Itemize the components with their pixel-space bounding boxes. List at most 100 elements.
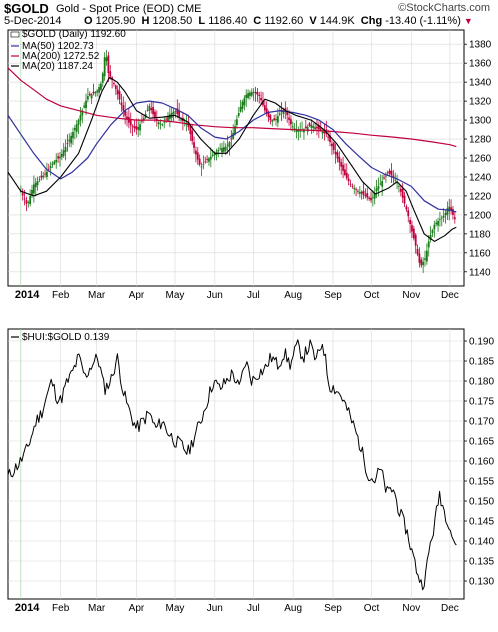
y-tick-label: 1320 — [469, 97, 492, 108]
candle-body — [349, 183, 352, 185]
candle-body — [81, 110, 84, 116]
candle-body — [250, 92, 253, 96]
open-label: O — [84, 15, 93, 27]
candle-body — [57, 156, 59, 159]
candle-body — [243, 98, 246, 106]
candle-body — [34, 182, 37, 188]
candle-body — [230, 138, 233, 140]
candle-body — [358, 192, 361, 194]
candle-body — [442, 215, 445, 218]
candle-body — [290, 119, 292, 125]
candle-body — [200, 166, 203, 168]
candle-body — [85, 100, 87, 109]
candle-body — [429, 235, 432, 241]
candle-body — [345, 172, 348, 179]
y-tick-label: 1140 — [469, 267, 491, 278]
candle-body — [355, 189, 358, 190]
candle-body — [450, 207, 452, 211]
candle-body — [180, 119, 182, 121]
candle-body — [286, 111, 289, 116]
candle-body — [46, 171, 48, 177]
symbol-title: $GOLD — [4, 1, 49, 16]
candle-body — [344, 169, 346, 175]
candle-body — [249, 92, 251, 96]
candle-body — [172, 111, 175, 115]
candle-body — [252, 91, 255, 93]
candle-body — [129, 118, 132, 126]
candle-body — [330, 143, 333, 147]
candle-body — [219, 148, 222, 150]
x-tick-label: Mar — [88, 290, 106, 301]
candle-body — [135, 126, 138, 130]
y-tick-label: 0.170 — [469, 417, 494, 428]
candle-body — [221, 147, 223, 153]
x-tick-label: Jul — [247, 603, 260, 614]
candle-body — [284, 108, 287, 111]
candle-body — [297, 129, 300, 132]
candle-body — [241, 101, 244, 109]
candle-body — [159, 123, 162, 125]
candle-body — [288, 117, 290, 120]
candle-body — [77, 120, 80, 125]
change-value: -13.40 (-1.11%) — [385, 15, 461, 27]
candle-body — [394, 179, 397, 181]
y-tick-label: 1280 — [469, 135, 492, 146]
candle-body — [195, 150, 197, 155]
price-x-axis: 2014 Feb Mar Apr May Jun Jul Aug Sep Oct Nov Dec — [15, 289, 459, 301]
x-tick-label: Sep — [324, 603, 342, 614]
candle-body — [113, 83, 115, 84]
candle-body — [29, 196, 32, 205]
candle-body — [312, 126, 315, 128]
candle-body — [452, 209, 454, 215]
candle-body — [265, 108, 268, 114]
candle-body — [196, 152, 199, 160]
candle-body — [49, 166, 52, 169]
candle-body — [36, 181, 39, 186]
ratio-panel-frame — [7, 328, 465, 600]
ratio-x-axis: 2014 Feb Mar Apr May Jun Jul Aug Sep Oct Nov Dec — [15, 602, 459, 614]
down-arrow-icon: ▼ — [463, 16, 473, 26]
candle-body — [32, 184, 35, 194]
candle-body — [332, 142, 335, 151]
high-label: H — [141, 15, 150, 27]
candle-body — [435, 222, 438, 225]
candle-body — [366, 193, 369, 198]
candle-body — [304, 126, 307, 129]
candle-body — [109, 71, 112, 77]
x-tick-label: Aug — [284, 290, 302, 301]
candle-body — [299, 129, 302, 132]
ma200-line — [7, 67, 457, 148]
candle-body — [278, 113, 281, 115]
candle-body — [398, 185, 400, 187]
open-value: 1205.90 — [95, 15, 136, 27]
candle-body — [191, 130, 194, 141]
candle-body — [211, 155, 214, 156]
candle-body — [55, 159, 58, 163]
candle-body — [267, 112, 270, 118]
candle-body — [269, 115, 272, 121]
candle-body — [418, 253, 421, 263]
candle-body — [416, 248, 419, 255]
candle-body — [453, 217, 456, 220]
candle-body — [390, 170, 393, 176]
candle-body — [120, 102, 123, 106]
y-tick-label: 1260 — [469, 154, 492, 165]
candle-body — [306, 126, 309, 132]
ma20-legend-text: MA(20) 1187.24 — [22, 61, 93, 72]
x-tick-label: Oct — [364, 603, 380, 614]
candle-body — [308, 123, 311, 126]
candle-body — [347, 178, 350, 182]
candle-body — [146, 109, 149, 111]
candle-body — [260, 97, 263, 101]
candle-body — [388, 170, 391, 174]
candle-body — [193, 142, 195, 148]
candle-body — [116, 89, 119, 95]
candle-body — [202, 164, 205, 166]
candle-body — [53, 161, 56, 164]
candle-body — [383, 177, 385, 179]
y-tick-label: 1340 — [469, 78, 492, 89]
candle-body — [353, 187, 356, 190]
candle-body — [338, 156, 341, 163]
candle-body — [420, 259, 423, 266]
candle-body — [295, 129, 298, 133]
